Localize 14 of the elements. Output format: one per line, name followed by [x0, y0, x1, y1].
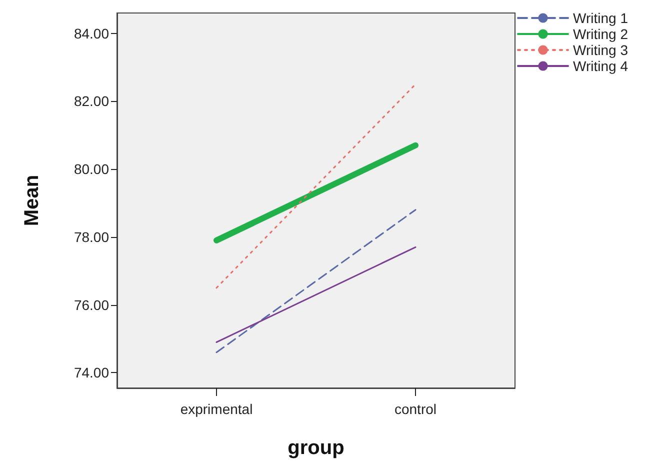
- legend-label: Writing 1: [573, 10, 628, 26]
- y-tick-label: 76.00: [74, 296, 110, 313]
- legend-label: Writing 3: [573, 42, 628, 58]
- legend-label: Writing 4: [573, 58, 628, 74]
- y-tick-label: 78.00: [74, 228, 110, 245]
- x-tick-label: exprimental: [180, 401, 253, 417]
- y-axis-title: Mean: [21, 174, 43, 226]
- legend-label: Writing 2: [573, 26, 628, 42]
- x-tick-label: control: [394, 401, 437, 417]
- y-tick-label: 84.00: [74, 25, 110, 42]
- y-tick-label: 80.00: [74, 161, 110, 178]
- x-axis-title: group: [288, 437, 344, 459]
- y-tick-label: 74.00: [74, 364, 110, 381]
- y-tick-label: 82.00: [74, 93, 110, 110]
